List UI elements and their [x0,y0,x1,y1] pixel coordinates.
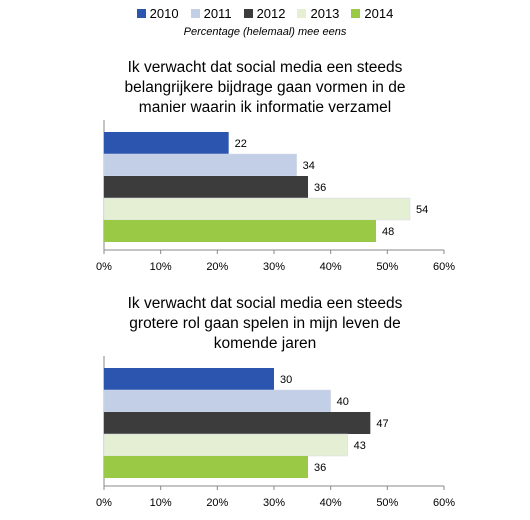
data-label: 54 [416,204,428,216]
x-tick-label: 40% [320,261,342,273]
legend-item-2012: 2012 [243,5,286,21]
legend-swatch [243,8,253,18]
chart-subtitle: Percentage (helemaal) mee eens [183,26,347,38]
data-label: 47 [376,418,388,430]
data-label: 22 [235,138,247,150]
legend-swatch [351,8,361,18]
bar-2012 [104,412,371,434]
chart-title-line: Ik verwacht dat social media een steeds [127,295,403,312]
bar-2011 [103,153,297,177]
chart-2-title: Ik verwacht dat social media een steeds g… [0,294,530,354]
chart-1-title: Ik verwacht dat social media een steeds b… [0,58,530,118]
chart-title-line: manier waarin ik informatie verzamel [138,99,392,116]
chart-1: 22 34 36 54 48 0% 10% 20% 30% 40% 50% 60% [96,120,455,273]
legend-label: 2011 [203,5,232,21]
legend-swatch [190,8,200,18]
bar-2010 [104,132,229,154]
chart-2: 30 40 47 43 36 0% 10% 20% 30% 40% 50% 60% [96,356,455,509]
legend-item-2013: 2013 [297,6,339,21]
legend-swatch [297,8,307,18]
x-tick-label: 60% [433,497,455,509]
bar-2014 [104,456,308,478]
bar-2013 [103,197,411,221]
data-label: 48 [382,226,394,238]
bar-2011 [103,389,331,413]
legend-item-2014: 2014 [351,6,393,21]
data-label: 40 [337,396,349,408]
bar-2010 [104,368,274,390]
legend: 2010 2011 2012 2013 2014 [0,4,530,22]
bar-2013 [103,433,348,457]
legend-label: 2010 [149,5,179,21]
x-tick-label: 30% [263,497,285,509]
x-tick-label: 20% [206,497,228,509]
data-label: 30 [280,374,292,386]
data-label: 36 [314,462,326,474]
chart-title-line: belangrijkere bijdrage gaan vormen in de [124,79,406,96]
x-tick-label: 0% [96,261,112,273]
legend-swatch [136,8,146,18]
x-tick-label: 40% [320,497,342,509]
x-tick-label: 0% [96,497,112,509]
x-tick-label: 10% [150,497,172,509]
x-tick-label: 50% [376,261,398,273]
x-tick-label: 60% [433,261,455,273]
x-tick-label: 30% [263,261,285,273]
chart-title-line: Ik verwacht dat social media een steeds [127,59,403,76]
x-tick-label: 20% [206,261,228,273]
bar-2012 [104,176,308,198]
data-label: 36 [314,182,326,194]
x-tick-label: 10% [150,261,172,273]
chart-title-line: komende jaren [213,335,317,352]
legend-label: 2013 [310,5,340,21]
data-label: 34 [303,160,315,172]
legend-label: 2012 [256,5,286,21]
legend-item-2010: 2010 [136,5,179,21]
data-label: 43 [354,440,366,452]
legend-label: 2014 [364,5,394,21]
chart-title-line: grotere rol gaan spelen in mijn leven de [129,315,401,332]
legend-item-2011: 2011 [190,5,232,21]
bar-2014 [104,220,376,242]
x-tick-label: 50% [376,497,398,509]
